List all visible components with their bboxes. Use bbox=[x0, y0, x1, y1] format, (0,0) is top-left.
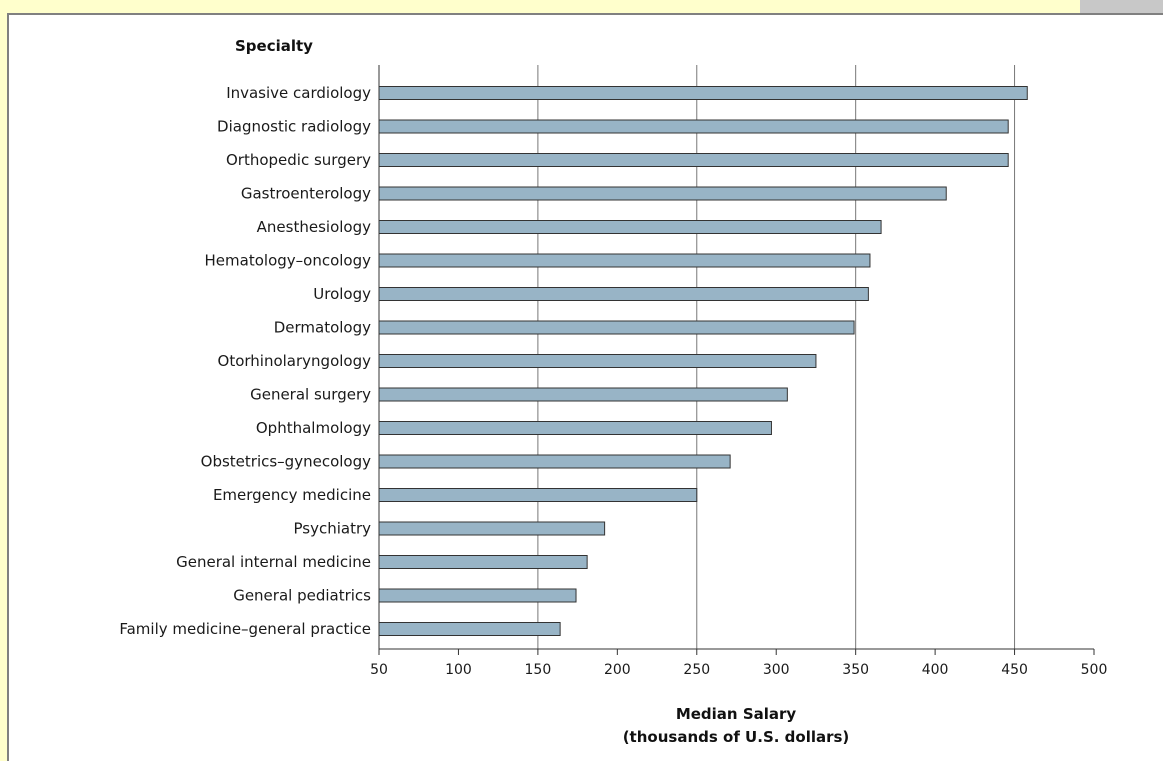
category-label-general-surgery: General surgery bbox=[250, 386, 371, 404]
x-tick-label-350: 350 bbox=[842, 662, 869, 678]
category-label-obstetrics-gynecology: Obstetrics–gynecology bbox=[201, 453, 371, 471]
category-label-dermatology: Dermatology bbox=[274, 319, 371, 337]
bar-general-pediatrics bbox=[378, 588, 577, 603]
bar-general-internal-medicine bbox=[378, 555, 588, 569]
bar-gastroenterology bbox=[378, 186, 947, 201]
corner-block bbox=[1080, 0, 1163, 14]
category-label-general-pediatrics: General pediatrics bbox=[233, 587, 371, 605]
x-axis: 50 100 150 200 250 300 350 400 450 500 bbox=[370, 65, 1107, 678]
x-tick-label-300: 300 bbox=[763, 662, 790, 678]
category-label-invasive-cardiology: Invasive cardiology bbox=[226, 84, 371, 102]
bar-diagnostic-radiology bbox=[378, 119, 1009, 134]
bar-otorhinolaryngology bbox=[378, 354, 817, 368]
bars bbox=[378, 86, 1028, 636]
category-label-emergency-medicine: Emergency medicine bbox=[213, 486, 371, 504]
category-label-family-medicine-general-practice: Family medicine–general practice bbox=[119, 620, 371, 638]
x-tick-label-500: 500 bbox=[1081, 662, 1108, 678]
x-tick-label-100: 100 bbox=[445, 662, 472, 678]
category-label-ophthalmology: Ophthalmology bbox=[256, 419, 371, 437]
x-tick-label-250: 250 bbox=[683, 662, 710, 678]
category-label-anesthesiology: Anesthesiology bbox=[257, 218, 371, 236]
x-axis-title-line2: (thousands of U.S. dollars) bbox=[623, 728, 850, 746]
category-label-orthopedic-surgery: Orthopedic surgery bbox=[226, 151, 371, 169]
top-strip bbox=[0, 0, 1163, 14]
salary-bar-chart: Invasive cardiology Diagnostic radiology O… bbox=[119, 37, 1107, 746]
bar-anesthesiology bbox=[378, 220, 882, 234]
bar-hematology-oncology bbox=[378, 253, 871, 268]
bar-general-surgery bbox=[378, 387, 788, 402]
bar-obstetrics-gynecology bbox=[378, 454, 731, 469]
x-tick-label-200: 200 bbox=[604, 662, 631, 678]
bar-invasive-cardiology bbox=[378, 86, 1028, 100]
bar-ophthalmology bbox=[378, 421, 772, 435]
bar-emergency-medicine bbox=[378, 488, 698, 502]
bar-dermatology bbox=[378, 320, 855, 335]
category-labels: Invasive cardiology Diagnostic radiology O… bbox=[119, 84, 371, 638]
category-label-urology: Urology bbox=[313, 285, 371, 303]
chart-panel: Invasive cardiology Diagnostic radiology O… bbox=[7, 13, 1163, 761]
category-label-psychiatry: Psychiatry bbox=[293, 520, 371, 538]
category-label-general-internal-medicine: General internal medicine bbox=[176, 553, 371, 571]
x-tick-label-450: 450 bbox=[1001, 662, 1028, 678]
x-tick-label-150: 150 bbox=[525, 662, 552, 678]
x-tick-label-50: 50 bbox=[370, 662, 388, 678]
bar-urology bbox=[378, 287, 869, 301]
x-tick-label-400: 400 bbox=[922, 662, 949, 678]
category-label-otorhinolaryngology: Otorhinolaryngology bbox=[218, 352, 372, 370]
x-axis-title-line1: Median Salary bbox=[676, 705, 797, 723]
category-axis-title: Specialty bbox=[235, 37, 313, 55]
bar-psychiatry bbox=[378, 521, 606, 536]
category-label-gastroenterology: Gastroenterology bbox=[241, 185, 371, 203]
category-label-hematology-oncology: Hematology–oncology bbox=[205, 252, 372, 270]
category-label-diagnostic-radiology: Diagnostic radiology bbox=[217, 118, 371, 136]
bar-family-medicine-general-practice bbox=[378, 622, 561, 636]
bar-orthopedic-surgery bbox=[378, 153, 1009, 167]
